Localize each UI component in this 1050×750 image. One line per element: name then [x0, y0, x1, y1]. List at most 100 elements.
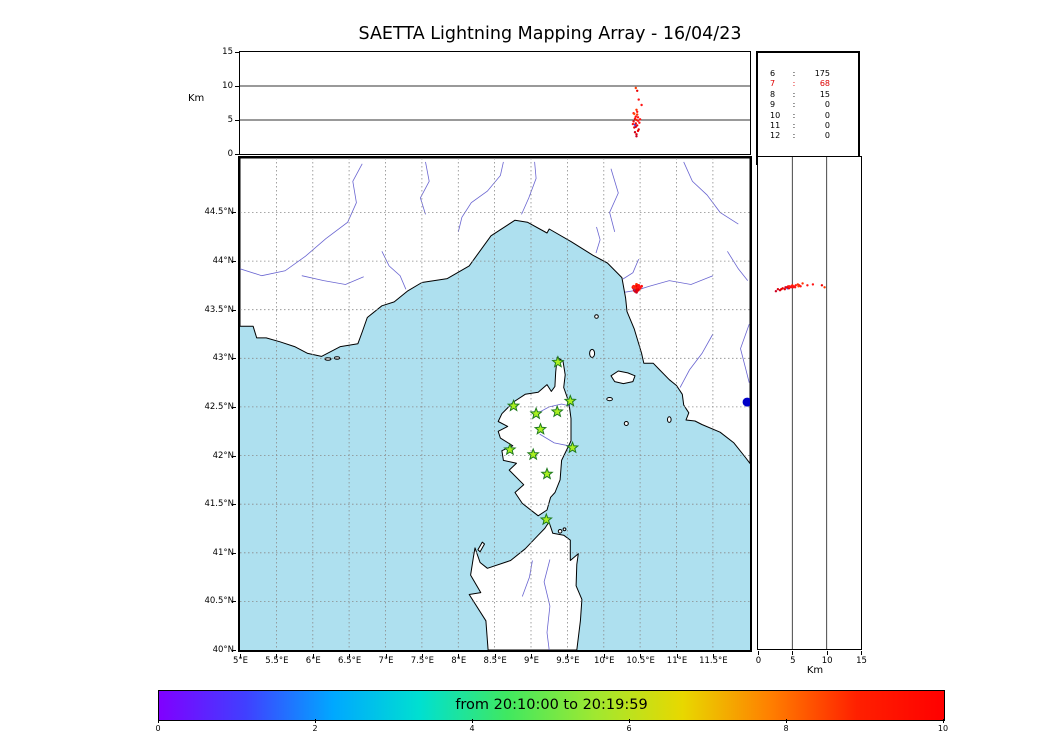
colorbar-tick-label: 0: [155, 724, 161, 733]
land-masses: [240, 158, 750, 650]
colorbar-tick: [942, 719, 944, 723]
right-alt-tick: [758, 651, 759, 655]
lightning-source-dot: [636, 113, 639, 116]
lightning-source-dot: [637, 98, 640, 101]
river: [683, 161, 739, 225]
altitude-axis-label: Km: [188, 93, 205, 104]
colorbar-tick-label: 4: [469, 724, 475, 733]
time-colorbar: from 20:10:00 to 20:19:59: [158, 690, 945, 721]
lightning-source-dot: [788, 285, 791, 288]
lon-tick-label: 11.5°E: [699, 656, 728, 666]
lightning-source-dot: [638, 286, 642, 290]
lightning-source-dot: [631, 122, 635, 126]
lon-altitude-panel: [239, 51, 751, 155]
count-row: 7: 68: [758, 79, 858, 89]
altitude-latitude-panel: [757, 156, 862, 650]
lon-tick: [676, 653, 678, 658]
lma-station-star: [526, 447, 540, 461]
count-cell: 0: [824, 131, 830, 141]
lightning-source-dot: [633, 131, 637, 134]
river: [539, 433, 569, 447]
lat-tick: [231, 650, 236, 651]
count-cell: :: [792, 79, 796, 89]
count-row: 6: 175: [758, 69, 858, 79]
giglio-island: [667, 416, 672, 423]
lightning-source-dot: [638, 118, 642, 121]
capraia-island: [589, 348, 596, 358]
lon-tick-label: 5.5°E: [265, 656, 289, 666]
lat-tick: [231, 455, 236, 457]
count-cell: :: [792, 100, 796, 110]
alt-tick: [234, 51, 239, 53]
pianosa-island: [606, 397, 613, 402]
colorbar-tick-label: 2: [312, 724, 318, 733]
alt-tick: [234, 153, 239, 155]
lightning-source-dot: [776, 288, 780, 291]
lightning-source-dot: [799, 285, 802, 288]
map-canvas: [240, 158, 750, 650]
river: [534, 403, 570, 416]
mainland-coast: [240, 158, 750, 464]
lightning-source-dot: [774, 290, 778, 293]
river: [543, 559, 551, 650]
lon-tick: [567, 653, 569, 658]
lon-tick: [349, 653, 351, 658]
lat-tick-label: 42°N: [212, 450, 234, 461]
right-alt-tick: [861, 651, 862, 655]
right-alt-tick-label: 0: [755, 656, 762, 666]
count-cell: 68: [819, 79, 830, 89]
lon-tick-label: 7°E: [378, 656, 394, 666]
lightning-source-dot: [635, 108, 638, 111]
lon-tick: [312, 653, 314, 658]
lma-stations: [503, 355, 580, 526]
count-cell: 6: [770, 69, 776, 78]
count-cell: 0: [824, 110, 830, 120]
lightning-source-dot: [633, 112, 636, 116]
count-cell: 175: [814, 69, 830, 78]
alt-tick-label: 0: [227, 149, 233, 159]
lightning-source-dot: [636, 110, 639, 113]
lat-tick: [231, 601, 236, 603]
lon-tick: [640, 653, 642, 658]
count-cell: 8: [770, 89, 776, 99]
right-alt-tick: [826, 651, 828, 655]
alt-tick-label: 15: [222, 47, 233, 57]
count-cell: 15: [819, 89, 830, 99]
lon-tick: [494, 653, 496, 658]
lat-tick: [231, 406, 236, 408]
lightning-source-dot: [636, 89, 639, 92]
lon-tick-label: 10.5°E: [626, 656, 655, 666]
lat-tick: [231, 552, 236, 554]
right-alt-tick-label: 15: [856, 656, 867, 666]
colorbar-tick-label: 6: [626, 724, 632, 733]
lon-tick-label: 5°E: [232, 656, 249, 666]
river: [740, 324, 750, 383]
lightning-source-dot: [793, 286, 797, 289]
colorbar-tick-label: 8: [783, 724, 789, 733]
river: [679, 333, 714, 388]
lma-station-star: [550, 404, 564, 418]
map-gridlines: [240, 158, 750, 650]
corsica: [497, 356, 572, 517]
river: [521, 560, 533, 597]
lma-station-star: [529, 406, 543, 420]
lon-tick-label: 8°E: [451, 656, 467, 666]
lma-station-star: [563, 394, 577, 407]
colorbar-tick-label: 10: [937, 724, 949, 733]
lightning-source-dot: [636, 124, 639, 127]
river: [595, 226, 601, 254]
lightning-source-dot: [797, 285, 800, 288]
count-cell: 9: [770, 100, 776, 110]
lat-tick-label: 43°N: [212, 353, 234, 364]
lon-tick: [385, 653, 387, 658]
lightning-source-dot: [632, 120, 635, 123]
map-panel: [238, 156, 752, 652]
lat-tick-label: 42.5°N: [204, 401, 234, 412]
lightning-source-dot: [811, 283, 815, 286]
lat-tick-label: 40°N: [212, 645, 234, 655]
maddalena-island: [557, 529, 563, 534]
right-axis-km-label: Km: [806, 665, 824, 676]
lightning-source-dot: [634, 122, 637, 125]
lon-tick-label: 8.5°E: [483, 656, 507, 666]
lma-station-star: [565, 440, 580, 454]
